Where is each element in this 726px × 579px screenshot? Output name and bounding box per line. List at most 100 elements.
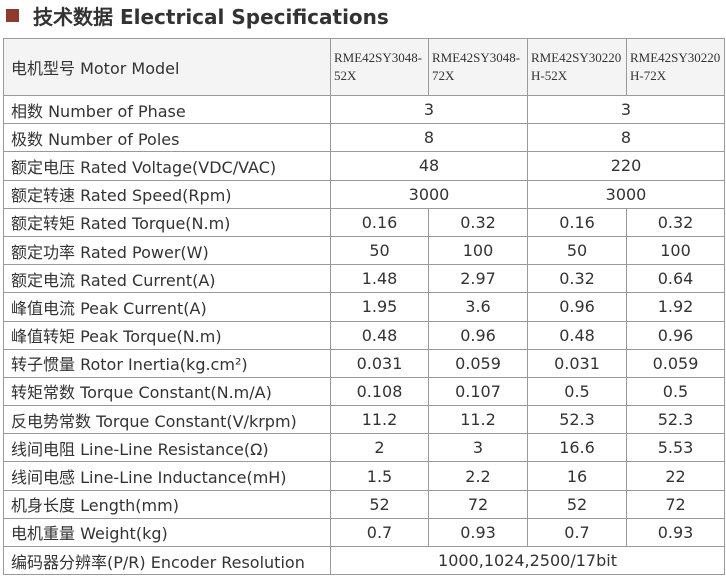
cell: 0.96 <box>626 320 725 350</box>
row-label: 额定电压 Rated Voltage(VDC/VAC) <box>3 151 331 181</box>
row: 额定功率 Rated Power(W) 50 100 50 100 <box>3 235 725 266</box>
cell: 0.059 <box>626 348 725 378</box>
row: 线间电感 Line-Line Inductance(mH) 1.5 2.2 16 22 <box>3 461 725 491</box>
row-label: 线间电感 Line-Line Inductance(mH) <box>3 461 331 491</box>
cell: 2.2 <box>428 461 528 491</box>
cell: 1.48 <box>330 264 429 294</box>
row: 线间电阻 Line-Line Resistance(Ω) 2 3 16.6 5.53 <box>3 433 725 463</box>
cell: 3000 <box>527 179 725 209</box>
cell: 5.53 <box>626 433 725 463</box>
cell: 100 <box>626 235 725 266</box>
cell: 0.107 <box>428 376 528 407</box>
row: 极数 Number of Poles 8 8 <box>3 123 725 153</box>
cell: 0.059 <box>428 348 528 378</box>
cell: 1.95 <box>330 292 429 322</box>
model-header: RME42SY3048-72X <box>428 38 528 96</box>
cell: 52.3 <box>527 405 627 435</box>
model-header: RME42SY3048-52X <box>330 38 429 96</box>
cell: 1.92 <box>626 292 725 322</box>
row: 相数 Number of Phase 3 3 <box>3 94 725 125</box>
cell: 52 <box>527 489 627 519</box>
row-label: 峰值转矩 Peak Torque(N.m) <box>3 320 331 350</box>
cell: 0.64 <box>626 264 725 294</box>
cell: 72 <box>626 489 725 519</box>
cell: 1000,1024,2500/17bit <box>330 545 725 576</box>
cell: 1.5 <box>330 461 429 491</box>
cell: 3 <box>428 433 528 463</box>
cell: 0.5 <box>626 376 725 407</box>
cell: 0.031 <box>527 348 627 378</box>
cell: 0.7 <box>330 517 429 548</box>
cell: 2 <box>330 433 429 463</box>
row-label: 峰值电流 Peak Current(A) <box>3 292 331 322</box>
cell: 0.7 <box>527 517 627 548</box>
model-header: RME42SY30220H-72X <box>626 38 725 96</box>
row-label: 额定功率 Rated Power(W) <box>3 235 331 266</box>
cell: 220 <box>527 151 725 181</box>
cell: 0.48 <box>527 320 627 350</box>
cell: 72 <box>428 489 528 519</box>
cell: 48 <box>330 151 528 181</box>
row-label: 反电势常数 Torque Constant(V/krpm) <box>3 405 331 435</box>
row: 编码器分辨率(P/R) Encoder Resolution 1000,1024,… <box>3 545 725 576</box>
cell: 2.97 <box>428 264 528 294</box>
row-label: 极数 Number of Poles <box>3 123 331 153</box>
cell: 0.5 <box>527 376 627 407</box>
row: 额定转矩 Rated Torque(N.m) 0.16 0.32 0.16 0.32 <box>3 207 725 237</box>
row-label: 额定转速 Rated Speed(Rpm) <box>3 179 331 209</box>
row: 峰值电流 Peak Current(A) 1.95 3.6 0.96 1.92 <box>3 292 725 322</box>
cell: 22 <box>626 461 725 491</box>
cell: 0.96 <box>527 292 627 322</box>
cell: 3.6 <box>428 292 528 322</box>
row-label: 机身长度 Length(mm) <box>3 489 331 519</box>
cell: 16.6 <box>527 433 627 463</box>
spec-table: 电机型号 Motor Model RME42SY3048-52X RME42SY30… <box>3 38 725 576</box>
row-label: 电机型号 Motor Model <box>3 38 331 96</box>
cell: 0.93 <box>428 517 528 548</box>
cell: 3 <box>527 94 725 125</box>
cell: 100 <box>428 235 528 266</box>
cell: 8 <box>330 123 528 153</box>
cell: 0.16 <box>527 207 627 237</box>
row-label: 电机重量 Weight(kg) <box>3 517 331 548</box>
row: 额定电流 Rated Current(A) 1.48 2.97 0.32 0.64 <box>3 264 725 294</box>
cell: 0.031 <box>330 348 429 378</box>
cell: 50 <box>330 235 429 266</box>
row-label: 相数 Number of Phase <box>3 94 331 125</box>
row-label: 额定电流 Rated Current(A) <box>3 264 331 294</box>
cell: 0.16 <box>330 207 429 237</box>
row: 反电势常数 Torque Constant(V/krpm) 11.2 11.2 52.… <box>3 405 725 435</box>
cell: 50 <box>527 235 627 266</box>
row-label: 转子惯量 Rotor Inertia(kg.cm²) <box>3 348 331 378</box>
cell: 52.3 <box>626 405 725 435</box>
cell: 3000 <box>330 179 528 209</box>
cell: 11.2 <box>428 405 528 435</box>
row: 机身长度 Length(mm) 52 72 52 72 <box>3 489 725 519</box>
row: 额定电压 Rated Voltage(VDC/VAC) 48 220 <box>3 151 725 181</box>
cell: 0.32 <box>626 207 725 237</box>
marker <box>6 8 19 22</box>
row-label: 额定转矩 Rated Torque(N.m) <box>3 207 331 237</box>
cell: 0.93 <box>626 517 725 548</box>
cell: 52 <box>330 489 429 519</box>
cell: 0.32 <box>527 264 627 294</box>
row-label: 线间电阻 Line-Line Resistance(Ω) <box>3 433 331 463</box>
title: 技术数据 Electrical Specifications <box>6 2 389 29</box>
row: 峰值转矩 Peak Torque(N.m) 0.48 0.96 0.48 0.96 <box>3 320 725 350</box>
model-header: RME42SY30220H-52X <box>527 38 627 96</box>
row: 转矩常数 Torque Constant(N.m/A) 0.108 0.107 0.5… <box>3 376 725 407</box>
cell: 0.48 <box>330 320 429 350</box>
row-label: 编码器分辨率(P/R) Encoder Resolution <box>3 545 331 576</box>
row: 转子惯量 Rotor Inertia(kg.cm²) 0.031 0.059 0.03… <box>3 348 725 378</box>
row: 额定转速 Rated Speed(Rpm) 3000 3000 <box>3 179 725 209</box>
header-row: 电机型号 Motor Model RME42SY3048-52X RME42SY30… <box>3 38 725 96</box>
row-label: 转矩常数 Torque Constant(N.m/A) <box>3 376 331 407</box>
row: 电机重量 Weight(kg) 0.7 0.93 0.7 0.93 <box>3 517 725 548</box>
cell: 11.2 <box>330 405 429 435</box>
cell: 0.108 <box>330 376 429 407</box>
title-text: 技术数据 Electrical Specifications <box>33 4 389 29</box>
cell: 0.96 <box>428 320 528 350</box>
cell: 3 <box>330 94 528 125</box>
cell: 16 <box>527 461 627 491</box>
